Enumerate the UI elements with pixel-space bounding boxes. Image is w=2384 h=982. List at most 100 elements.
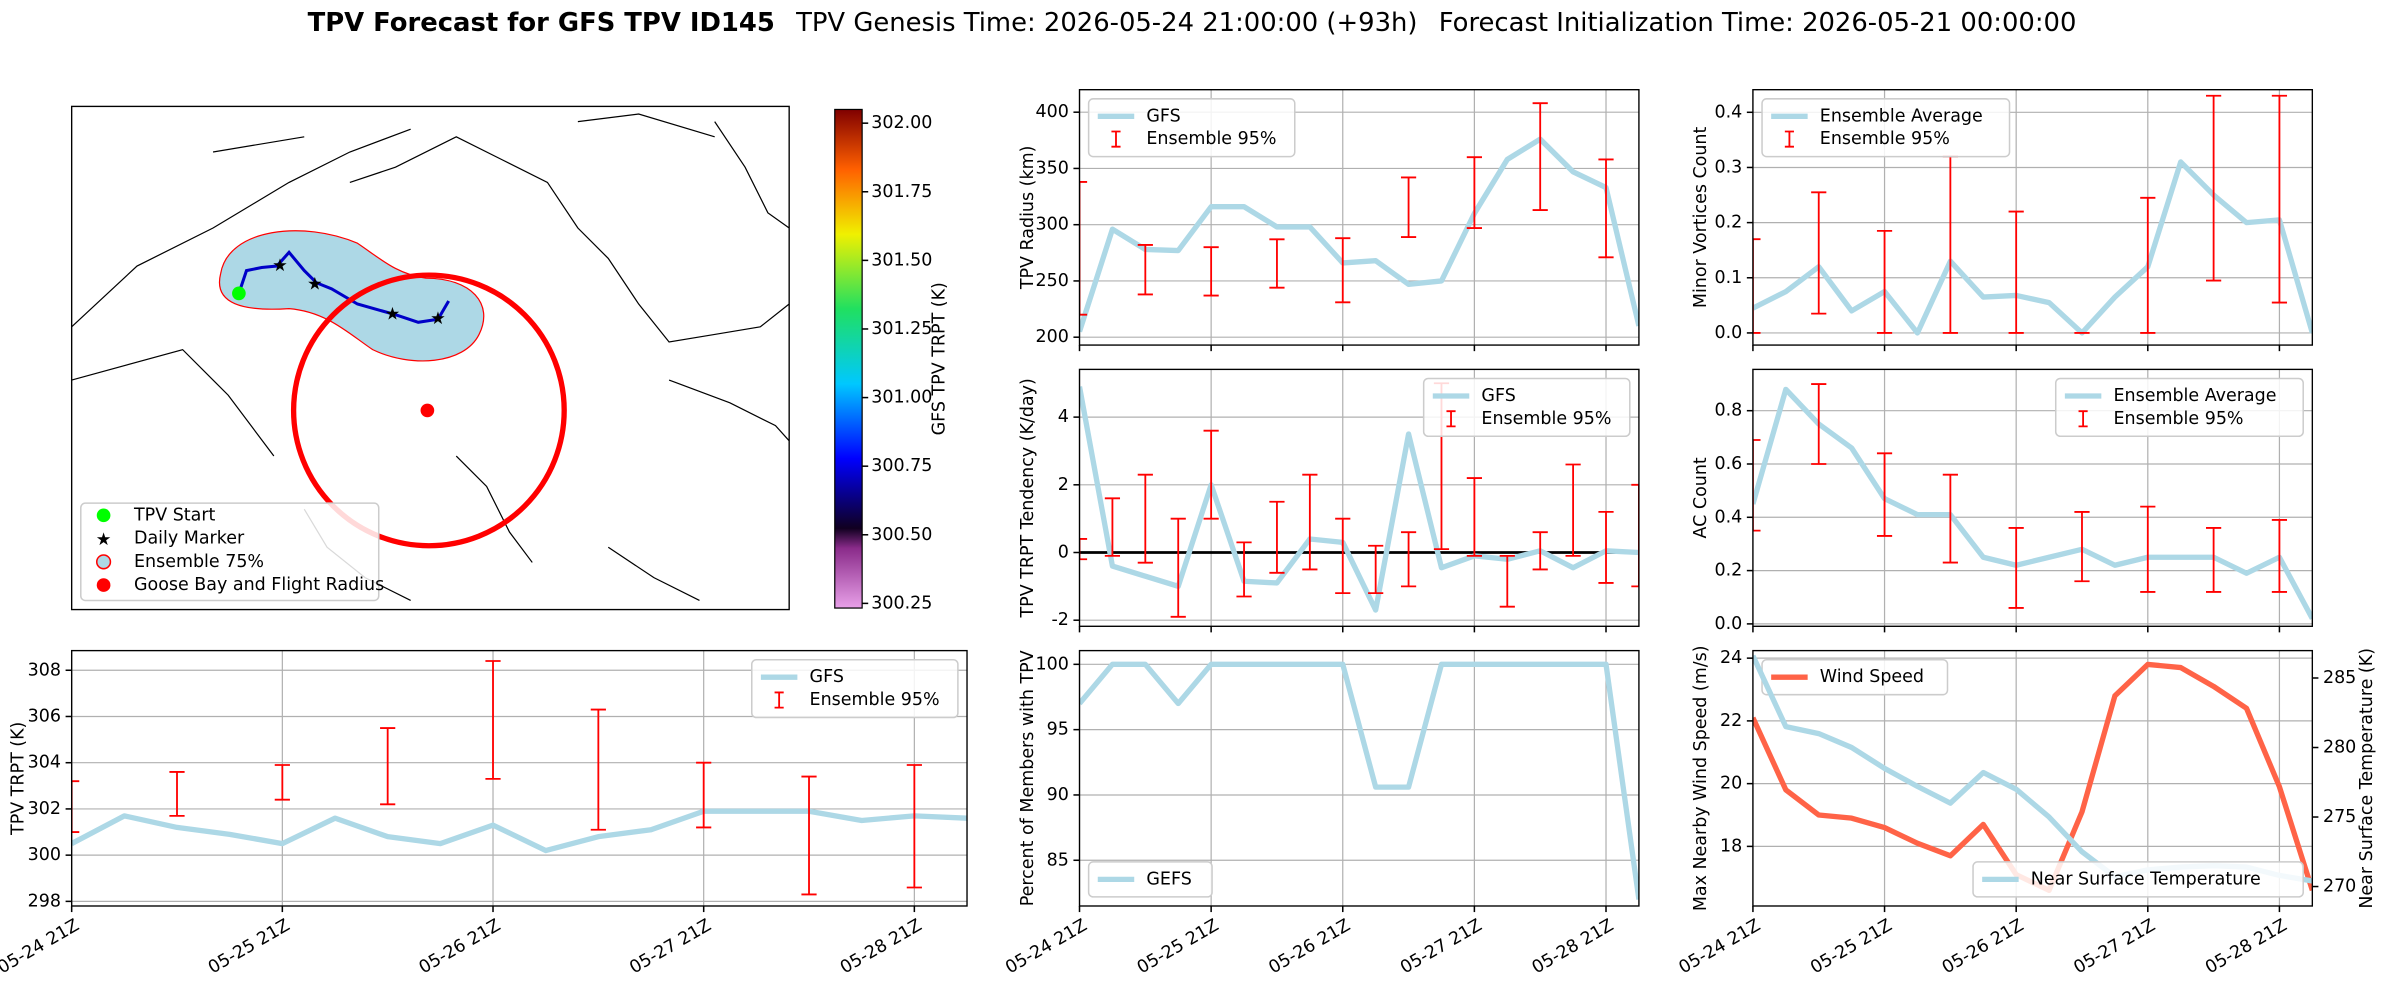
error-bar bbox=[485, 660, 501, 780]
legend-label: TPV Start bbox=[133, 505, 216, 525]
legend-marker bbox=[96, 508, 111, 523]
y-tick-label: 298 bbox=[28, 891, 61, 911]
series-line bbox=[1752, 386, 2313, 620]
colorbar-tick-label: 301.75 bbox=[871, 182, 932, 202]
y-tick-label: 100 bbox=[1036, 654, 1069, 674]
legend-label: Ensemble 95% bbox=[1146, 129, 1276, 149]
error-bar bbox=[2008, 527, 2024, 609]
error-bar bbox=[1532, 531, 1548, 571]
x-tick-label: 05-25 21Z bbox=[1134, 916, 1222, 979]
tpv-start bbox=[232, 286, 246, 301]
y-tick-label: 400 bbox=[1036, 102, 1069, 122]
colorbar-tick-label: 300.50 bbox=[871, 525, 932, 545]
x-tick-label: 05-24 21Z bbox=[0, 916, 83, 979]
colorbar-tick-label: 302.00 bbox=[871, 113, 932, 133]
legend-label: GFS bbox=[810, 667, 844, 687]
legend-label: Ensemble Average bbox=[1820, 106, 1983, 126]
colorbar-tick-label: 301.25 bbox=[871, 319, 932, 339]
error-bar bbox=[1466, 156, 1482, 229]
y-tick-label: 0.6 bbox=[1715, 454, 1743, 474]
error-bar bbox=[1269, 238, 1285, 289]
error-bar bbox=[380, 727, 396, 806]
axes-frame bbox=[1752, 89, 2314, 346]
x-tick-label: 05-26 21Z bbox=[416, 916, 504, 979]
y-tick-label: -2 bbox=[1051, 610, 1068, 630]
error-bar bbox=[801, 775, 817, 896]
error-bar bbox=[1400, 176, 1417, 238]
x-tick-label: 05-25 21Z bbox=[205, 916, 293, 979]
error-bar bbox=[1532, 102, 1548, 211]
map-frame bbox=[70, 105, 790, 611]
y-tick-label: 300 bbox=[28, 845, 61, 865]
y-axis-label: Minor Vortices Count bbox=[1691, 126, 1711, 308]
legend-label: Ensemble 95% bbox=[2113, 409, 2243, 429]
y-tick-label: 20 bbox=[1720, 774, 1742, 794]
colorbar-label: GFS TPV TRPT (K) bbox=[930, 282, 950, 435]
legend-errorbar bbox=[2078, 410, 2088, 428]
y-tick-label: 200 bbox=[1036, 327, 1069, 347]
error-bar bbox=[2206, 527, 2222, 593]
legend-box bbox=[751, 658, 959, 719]
y2-tick-label: 280 bbox=[2323, 738, 2356, 758]
error-bar bbox=[1079, 538, 1088, 561]
y-axis-label: TPV Radius (km) bbox=[1018, 146, 1038, 291]
error-bar bbox=[1876, 452, 1893, 537]
x-tick-label: 05-24 21Z bbox=[1676, 916, 1764, 979]
y-tick-label: 0.2 bbox=[1715, 561, 1743, 581]
axes-frame bbox=[1752, 368, 2314, 627]
ensemble-75-area bbox=[218, 230, 485, 362]
series-line bbox=[71, 808, 968, 854]
legend-marker bbox=[95, 554, 112, 570]
y2-tick-label: 275 bbox=[2323, 807, 2356, 827]
legend-box bbox=[2054, 377, 2304, 438]
legend-box bbox=[1087, 861, 1213, 898]
y-tick-label: 306 bbox=[28, 706, 61, 726]
axes-frame bbox=[1752, 649, 2314, 907]
error-bar bbox=[906, 764, 922, 889]
legend-label: GFS bbox=[1146, 106, 1180, 126]
error-bar bbox=[1811, 191, 1827, 315]
y2-axis-label: Near Surface Temperature (K) bbox=[2357, 648, 2377, 909]
legend-box bbox=[1972, 861, 2304, 898]
legend-marker bbox=[96, 578, 111, 592]
error-bar bbox=[1942, 155, 1958, 334]
x-tick-label: 05-26 21Z bbox=[1265, 916, 1353, 979]
legend-errorbar bbox=[1784, 130, 1794, 148]
error-bar bbox=[71, 780, 80, 833]
y-tick-label: 22 bbox=[1720, 711, 1742, 731]
goose-bay bbox=[420, 403, 435, 418]
y-tick-label: 0.4 bbox=[1715, 102, 1743, 122]
series-line bbox=[1079, 661, 1639, 900]
error-bar bbox=[1631, 483, 1639, 588]
error-bar bbox=[1269, 500, 1285, 574]
axes-frame bbox=[1078, 89, 1640, 346]
error-bar bbox=[1302, 473, 1318, 571]
suptitle: TPV Forecast for GFS TPV ID145 TPV Genesi… bbox=[308, 7, 2077, 37]
error-bar bbox=[2074, 511, 2090, 583]
y-tick-label: 0.2 bbox=[1715, 213, 1743, 233]
x-tick-label: 05-28 21Z bbox=[1529, 916, 1617, 979]
y-tick-label: 95 bbox=[1047, 720, 1069, 740]
legend-label: GFS bbox=[1481, 386, 1515, 406]
error-bar bbox=[1203, 246, 1219, 297]
series-line bbox=[1752, 661, 2313, 893]
series-line bbox=[1079, 386, 1639, 613]
svg-text:★: ★ bbox=[430, 309, 446, 329]
legend-errorbar bbox=[1111, 130, 1121, 148]
error-bar bbox=[1137, 473, 1153, 564]
x-tick-label: 05-24 21Z bbox=[1002, 916, 1090, 979]
svg-text:★: ★ bbox=[385, 305, 401, 325]
legend-label: Goose Bay and Flight Radius bbox=[134, 575, 384, 595]
y-tick-label: 0.8 bbox=[1715, 401, 1743, 421]
error-bar bbox=[696, 761, 712, 829]
error-bar bbox=[2140, 196, 2156, 334]
y-axis-label: Percent of Members with TPV bbox=[1018, 650, 1038, 906]
y-tick-label: 0.0 bbox=[1715, 614, 1743, 634]
y-tick-label: 304 bbox=[28, 753, 61, 773]
error-bar bbox=[169, 771, 185, 817]
title-main: TPV Forecast for GFS TPV ID145 bbox=[308, 7, 775, 37]
colorbar-tick-label: 300.75 bbox=[871, 456, 932, 476]
y-tick-label: 85 bbox=[1047, 850, 1069, 870]
